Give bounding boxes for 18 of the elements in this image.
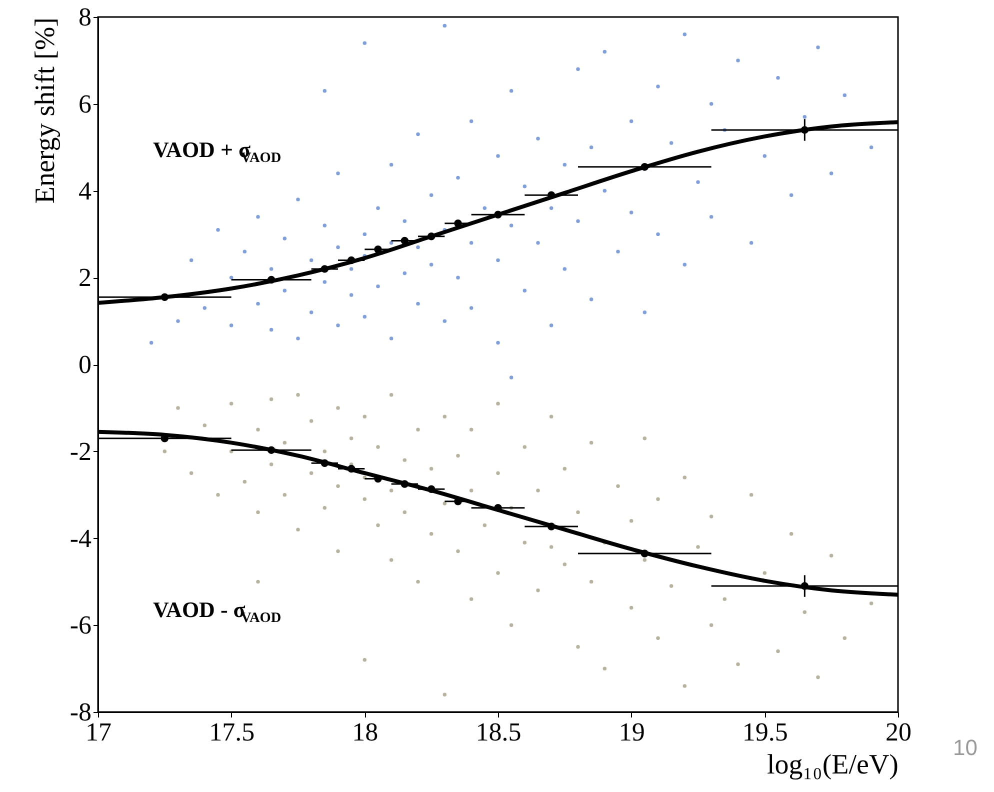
y-tick-label: 4 bbox=[78, 176, 92, 206]
x-tick-label: 19 bbox=[618, 718, 645, 746]
annotation: VAOD + σVAOD bbox=[153, 137, 282, 166]
x-tick-label: 18 bbox=[352, 718, 378, 746]
x-tick-label: 20 bbox=[886, 718, 912, 746]
y-tick-label: -6 bbox=[70, 610, 92, 640]
x-tick-label: 18.5 bbox=[476, 718, 522, 746]
text: 10 bbox=[953, 735, 978, 760]
y-tick-label: 8 bbox=[78, 2, 92, 32]
y-tick-label: 2 bbox=[78, 263, 92, 292]
y-tick-label: 6 bbox=[78, 89, 92, 118]
x-axis-title: log₁₀(E/eV) bbox=[767, 750, 898, 780]
y-tick-label: -4 bbox=[70, 524, 92, 553]
y-tick-label: 0 bbox=[78, 350, 92, 379]
y-axis-title: Energy shift [%] bbox=[30, 18, 61, 204]
x-tick-label: 17.5 bbox=[209, 718, 255, 746]
x-tick-label: 19.5 bbox=[742, 718, 788, 746]
y-tick-label: -2 bbox=[70, 436, 92, 466]
